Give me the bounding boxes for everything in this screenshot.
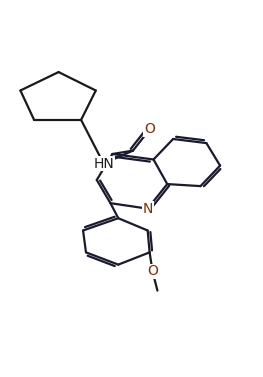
Text: O: O (144, 123, 155, 136)
Text: HN: HN (93, 156, 114, 170)
Text: N: N (143, 202, 153, 216)
Text: O: O (147, 265, 158, 279)
